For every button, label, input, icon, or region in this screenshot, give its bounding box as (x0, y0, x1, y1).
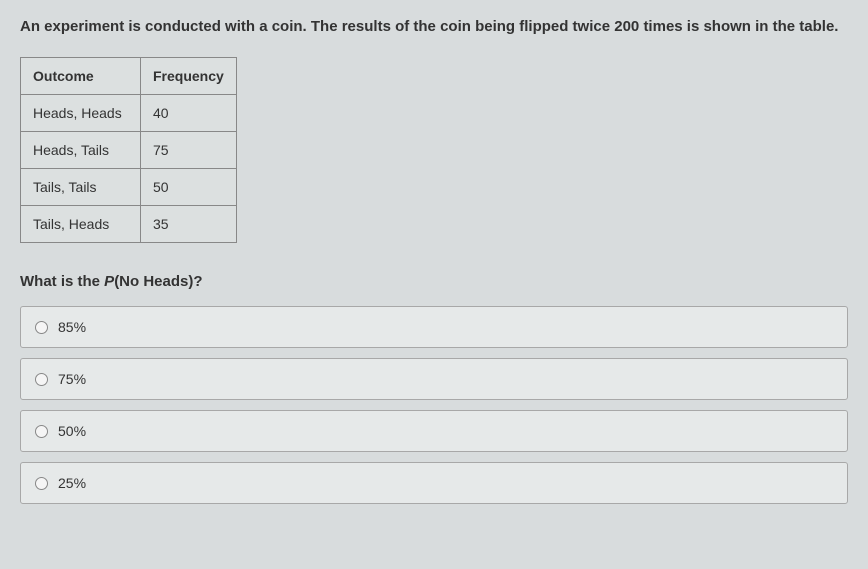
answer-option-label: 50% (58, 423, 86, 439)
sub-question-suffix: (No Heads)? (114, 273, 202, 290)
table-cell-outcome: Tails, Tails (21, 169, 141, 206)
table-cell-outcome: Heads, Heads (21, 95, 141, 132)
question-text: An experiment is conducted with a coin. … (20, 18, 848, 35)
table-cell-frequency: 35 (141, 206, 237, 243)
answer-option-1[interactable]: 75% (20, 358, 848, 400)
radio-icon (35, 425, 48, 438)
table-row: Tails, Tails 50 (21, 169, 237, 206)
sub-question-italic: P (104, 273, 114, 290)
table-header-row: Outcome Frequency (21, 58, 237, 95)
table-cell-outcome: Heads, Tails (21, 132, 141, 169)
table-row: Heads, Heads 40 (21, 95, 237, 132)
table-row: Tails, Heads 35 (21, 206, 237, 243)
outcome-frequency-table: Outcome Frequency Heads, Heads 40 Heads,… (20, 57, 237, 243)
table-header-frequency: Frequency (141, 58, 237, 95)
answer-option-label: 85% (58, 319, 86, 335)
table-cell-frequency: 50 (141, 169, 237, 206)
answer-option-3[interactable]: 25% (20, 462, 848, 504)
sub-question-prefix: What is the (20, 273, 104, 290)
table-cell-outcome: Tails, Heads (21, 206, 141, 243)
answer-option-label: 25% (58, 475, 86, 491)
answer-option-2[interactable]: 50% (20, 410, 848, 452)
table-header-outcome: Outcome (21, 58, 141, 95)
answer-option-0[interactable]: 85% (20, 306, 848, 348)
radio-icon (35, 373, 48, 386)
table-cell-frequency: 40 (141, 95, 237, 132)
answer-option-label: 75% (58, 371, 86, 387)
table-cell-frequency: 75 (141, 132, 237, 169)
table-row: Heads, Tails 75 (21, 132, 237, 169)
radio-icon (35, 321, 48, 334)
sub-question: What is the P(No Heads)? (20, 273, 848, 290)
radio-icon (35, 477, 48, 490)
